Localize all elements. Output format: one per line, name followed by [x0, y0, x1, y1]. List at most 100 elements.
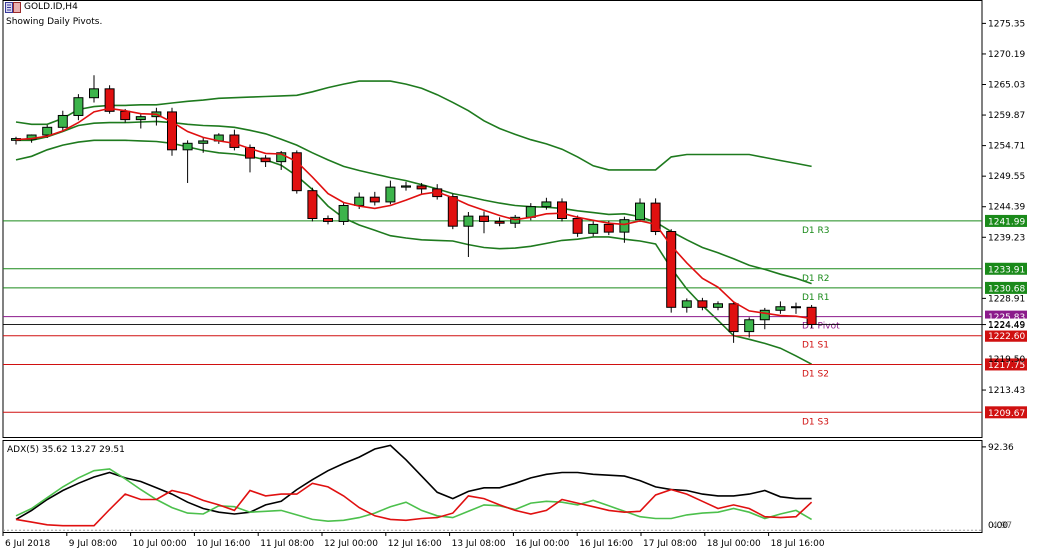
svg-text:12 Jul 16:00: 12 Jul 16:00 [388, 539, 442, 549]
candle [728, 301, 739, 343]
adx-panel: 92.36 0.004.97 [3, 443, 1014, 531]
svg-text:92.36: 92.36 [988, 443, 1014, 453]
price-tick: 1249.55 [982, 172, 1025, 182]
candle [369, 191, 380, 206]
svg-text:1228.91: 1228.91 [988, 294, 1025, 304]
ma-line [15, 107, 812, 320]
bollinger-bands [15, 80, 812, 365]
candle [291, 150, 302, 194]
price-tick: 1265.03 [982, 80, 1025, 90]
time-tick: 13 Jul 08:00 [449, 532, 506, 549]
pivot-level: D1 R2 1233.91 [3, 262, 1027, 284]
pivot-level: D1 S1 1222.60 [3, 329, 1027, 351]
candle [494, 217, 505, 227]
time-axis: 6 Jul 2018 9 Jul 08:00 10 Jul 00:00 10 Jul … [2, 532, 825, 549]
bollinger-middle-line [16, 120, 812, 285]
svg-text:10 Jul 00:00: 10 Jul 00:00 [133, 539, 187, 549]
svg-text:D1 S1: D1 S1 [802, 341, 829, 351]
main-plot-border [2, 0, 983, 438]
candle [557, 198, 567, 222]
time-tick: 16 Jul 16:00 [576, 532, 633, 549]
price-tick: 1213.43 [982, 386, 1025, 396]
svg-text:1259.87: 1259.87 [988, 111, 1025, 121]
time-tick: 10 Jul 16:00 [193, 532, 251, 549]
candle [791, 302, 801, 314]
svg-text:D1 R2: D1 R2 [802, 274, 830, 284]
candle [479, 211, 489, 234]
price-tick: 1259.87 [982, 111, 1025, 121]
candle [541, 197, 552, 210]
svg-text:D1 S3: D1 S3 [802, 417, 829, 427]
pivot-level: D1 S3 1209.67 [3, 406, 1027, 427]
adx-tick-bottom: 0.004.97 [3, 521, 1012, 531]
svg-text:16 Jul 16:00: 16 Jul 16:00 [579, 539, 633, 549]
bollinger-lower-line [15, 139, 812, 365]
svg-text:D1 R1: D1 R1 [802, 293, 830, 303]
svg-text:1270.19: 1270.19 [988, 50, 1025, 60]
candlesticks [11, 75, 817, 343]
adx-plot-border [2, 440, 983, 533]
adx-tick-top: 92.36 [982, 443, 1014, 453]
candle [635, 198, 645, 223]
time-tick: 18 Jul 16:00 [768, 532, 825, 549]
svg-text:6 Jul 2018: 6 Jul 2018 [5, 539, 50, 549]
candle [572, 215, 583, 237]
candle [198, 137, 209, 153]
moving-average [15, 107, 812, 320]
svg-text:1213.43: 1213.43 [988, 386, 1025, 396]
svg-text:1275.35: 1275.35 [988, 19, 1025, 29]
time-tick: 12 Jul 00:00 [321, 532, 378, 549]
candle [135, 113, 146, 129]
candle [307, 187, 318, 222]
svg-text:12 Jul 00:00: 12 Jul 00:00 [324, 539, 378, 549]
candle [775, 301, 786, 314]
svg-text:1239.23: 1239.23 [988, 233, 1025, 243]
adx-title: ADX(5) 35.62 13.27 29.51 [7, 445, 125, 455]
candle [323, 215, 333, 225]
pivot-level: D1 S2 1217.75 [3, 358, 1027, 379]
time-tick: 12 Jul 16:00 [385, 532, 442, 549]
time-tick: 9 Jul 08:00 [66, 532, 118, 549]
svg-text:11 Jul 08:00: 11 Jul 08:00 [260, 539, 314, 549]
price-tick: 1270.19 [982, 50, 1025, 60]
candle [182, 140, 193, 183]
pivot-level: D1 R1 1230.68 [3, 281, 1027, 303]
chart-frame [2, 0, 983, 533]
candle [229, 129, 240, 151]
time-tick: 16 Jul 00:00 [512, 532, 570, 549]
candle [11, 136, 21, 145]
bollinger-upper-line [15, 80, 812, 171]
price-tick: 1244.39 [982, 203, 1025, 213]
candle [619, 216, 630, 243]
symbol-title: GOLD.ID,H4 [24, 2, 78, 12]
candle [713, 301, 723, 311]
time-tick: 11 Jul 08:00 [257, 532, 314, 549]
svg-text:0.00: 0.00 [988, 521, 1008, 531]
adx-series-minusdi [15, 482, 813, 527]
svg-text:9 Jul 08:00: 9 Jul 08:00 [69, 539, 118, 549]
svg-text:1224.49: 1224.49 [988, 321, 1025, 331]
price-axis: 1275.35 1270.19 1265.03 1259.87 1254.71 1249.… [982, 19, 1025, 396]
candle [666, 229, 677, 313]
pivot-lines: D1 R3 1241.99 D1 R2 1233.91 D1 R1 1230.68 D1 P… [3, 214, 1027, 427]
candle [510, 214, 521, 228]
candle [744, 317, 755, 338]
svg-text:D1 Pivot: D1 Pivot [802, 322, 840, 332]
svg-text:1230.68: 1230.68 [988, 284, 1025, 294]
candle [447, 193, 458, 230]
price-tick: 1228.91 [982, 294, 1025, 304]
candle [167, 107, 177, 156]
svg-text:1249.55: 1249.55 [988, 172, 1025, 182]
candle [416, 182, 427, 195]
svg-text:1265.03: 1265.03 [988, 80, 1025, 90]
price-tick: 1254.71 [982, 142, 1025, 152]
candle [759, 307, 770, 330]
svg-text:1224.49: 1224.49 [988, 321, 1025, 331]
svg-text:16 Jul 00:00: 16 Jul 00:00 [515, 539, 569, 549]
candle [463, 211, 474, 257]
svg-text:D1 R3: D1 R3 [802, 226, 830, 236]
adx-series-adx [15, 444, 812, 521]
candle [260, 155, 271, 167]
svg-text:1217.75: 1217.75 [988, 361, 1025, 371]
